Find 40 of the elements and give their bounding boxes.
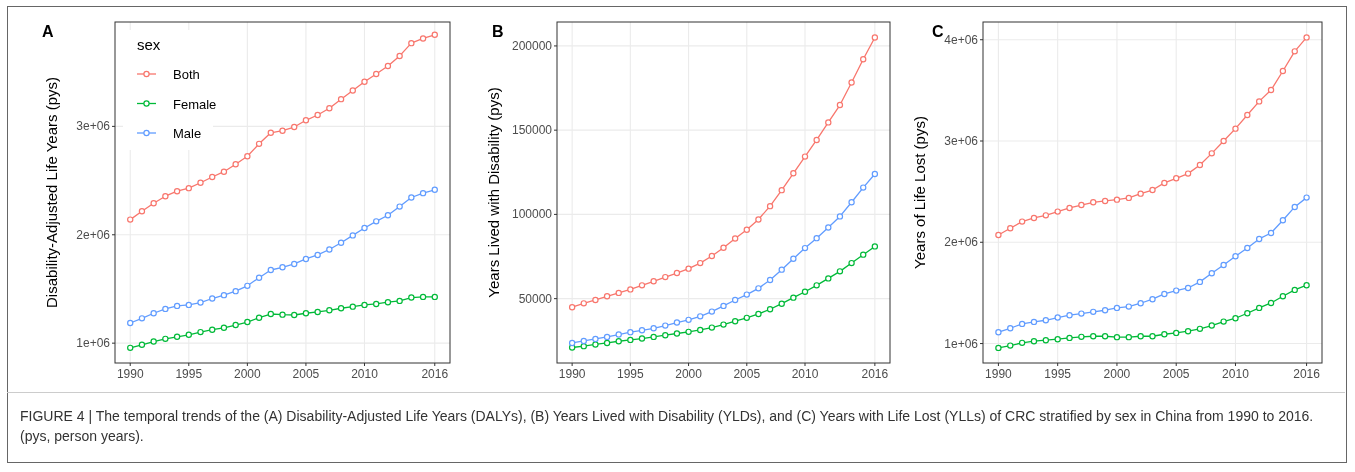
y-tick-label: 100000 — [511, 207, 553, 222]
y-tick-label: 2e+06 — [944, 235, 979, 250]
x-tick-label: 1990 — [116, 367, 144, 381]
chart-title: B — [492, 23, 504, 40]
y-tick-label: 3e+06 — [76, 119, 111, 134]
legend-label: Female — [173, 96, 217, 112]
caption: FIGURE 4 | The temporal trends of the (A) Disability-Adjusted Life Years (DALYs), (B) Years Lived with Disability (YLDs), and (C) Years with Life Lost (YLLs) of CRC stratified by sex in China from 1990 to 2016. (pys, person years). — [20, 407, 1315, 446]
y-axis-title: Years of Life Lost (pys) — [911, 116, 928, 269]
chart-title: C — [932, 23, 944, 40]
legend-title: sex — [137, 36, 161, 53]
x-tick-label: 1990 — [985, 367, 1013, 381]
x-tick-label: 1995 — [175, 367, 203, 381]
legend-label: Male — [173, 126, 202, 141]
legend-label: Both — [173, 67, 200, 82]
y-tick-label: 3e+06 — [944, 134, 979, 148]
x-tick-label: 2005 — [292, 367, 320, 381]
x-tick-label: 2016 — [1293, 367, 1321, 381]
x-tick-label: 2010 — [351, 367, 379, 381]
x-tick-label: 2005 — [733, 367, 761, 381]
y-tick-label: 4e+06 — [944, 32, 979, 47]
x-tick-label: 2000 — [675, 367, 703, 381]
x-tick-label: 2010 — [791, 367, 819, 381]
y-axis-title: Disability-Adjusted Life Years (pys) — [43, 77, 60, 308]
x-tick-label: 2016 — [421, 367, 449, 381]
x-tick-label: 1990 — [558, 367, 586, 381]
y-tick-label: 200000 — [511, 38, 553, 53]
x-tick-label: 2016 — [861, 367, 889, 381]
x-tick-label: 2000 — [234, 367, 262, 381]
chart-title: A — [42, 23, 54, 40]
y-tick-label: 150000 — [511, 123, 553, 138]
y-tick-label: 1e+06 — [944, 336, 979, 351]
y-tick-label: 1e+06 — [76, 336, 111, 351]
y-axis-title: Years Lived with Disability (pys) — [485, 87, 502, 298]
y-tick-label: 2e+06 — [76, 227, 111, 242]
x-tick-label: 1995 — [617, 367, 645, 381]
x-tick-label: 2010 — [1222, 367, 1250, 381]
x-tick-label: 2000 — [1103, 367, 1131, 381]
x-tick-label: 1995 — [1044, 367, 1072, 381]
x-tick-label: 2005 — [1162, 367, 1190, 381]
y-tick-label: 50000 — [518, 291, 553, 306]
